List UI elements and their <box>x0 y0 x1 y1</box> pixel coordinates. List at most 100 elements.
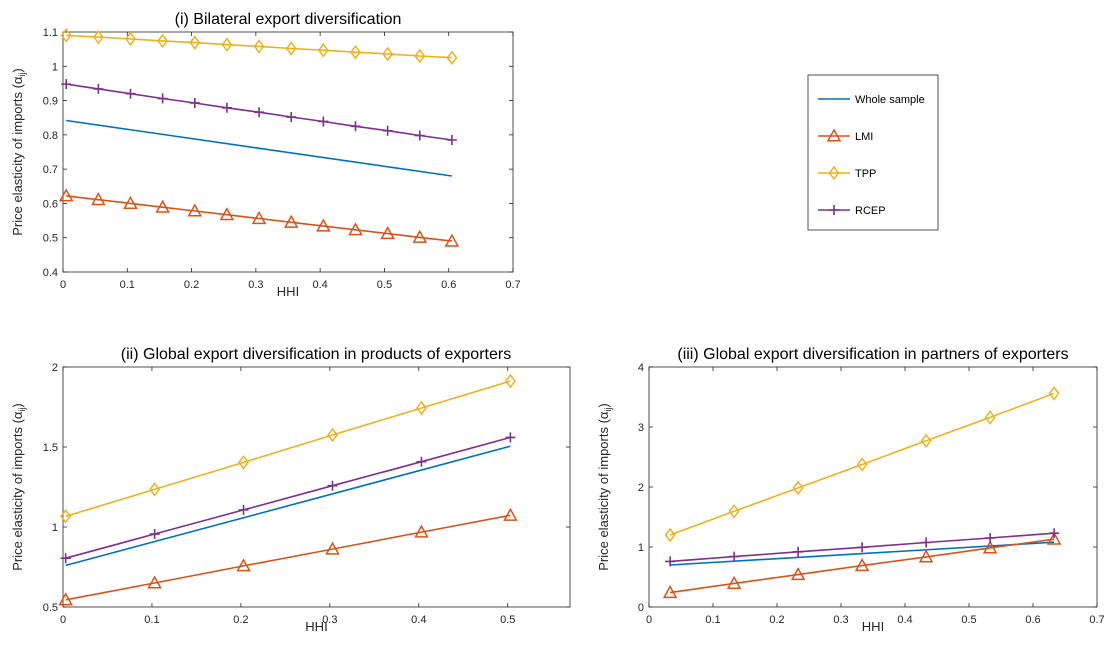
plot-area <box>62 366 571 608</box>
data-point-lmi <box>236 558 251 572</box>
legend-label-lmi: LMI <box>855 131 873 143</box>
data-point-tpp <box>350 44 361 60</box>
x-tick-label: 0 <box>60 279 66 291</box>
data-point-tpp <box>414 48 426 64</box>
data-point-rcep <box>221 102 232 113</box>
legend-marker-lmi <box>826 128 842 142</box>
data-point-rcep <box>125 88 136 99</box>
x-tick-label: 0.4 <box>897 614 912 626</box>
x-tick-label: 0.2 <box>233 614 248 626</box>
x-tick-label: 0.1 <box>144 614 159 626</box>
data-point-tpp <box>189 35 201 50</box>
y-tick-label: 1.1 <box>43 27 58 39</box>
series-line-tpp <box>669 392 1055 536</box>
x-tick-label: 0.1 <box>705 614 720 626</box>
data-point-rcep <box>318 116 329 127</box>
data-point-lmi <box>316 218 331 232</box>
data-point-rcep <box>350 121 361 132</box>
x-tick-label: 0.5 <box>500 614 515 626</box>
data-point-tpp <box>317 42 329 58</box>
y-tick-label: 3 <box>638 422 644 434</box>
data-point-tpp <box>920 433 932 449</box>
data-point-rcep <box>414 130 425 141</box>
y-tick-label: 0.7 <box>43 164 58 176</box>
data-point-tpp <box>125 31 136 47</box>
data-point-tpp <box>446 50 458 65</box>
data-point-rcep <box>416 456 427 467</box>
data-point-tpp <box>157 33 169 49</box>
x-tick-label: 0.4 <box>312 279 327 291</box>
data-point-lmi <box>187 203 203 217</box>
y-axis-label: Price elasticity of imports (αij) <box>10 403 27 571</box>
x-axis-label: HHI <box>862 619 884 634</box>
data-point-rcep <box>149 529 160 540</box>
data-point-lmi <box>325 541 340 555</box>
data-point-lmi <box>123 195 138 209</box>
y-tick-label: 0.8 <box>43 130 58 142</box>
data-point-rcep <box>93 83 104 94</box>
chart-panel-i: 0 0.1 0.2 0.3 0.4 0.5 0.6 0.7 0.4 0.5 0.6 0.7 0.8 0.9… <box>10 11 521 299</box>
legend-marker-rcep <box>829 205 839 215</box>
legend-box <box>807 74 939 231</box>
data-point-rcep <box>238 504 249 515</box>
y-axis-label: Price elasticity of imports (αij) <box>596 403 613 571</box>
data-point-tpp <box>664 527 676 543</box>
chart-title: (i) Bilateral export diversification <box>175 11 402 28</box>
y-tick-label: 1 <box>638 542 644 554</box>
data-point-tpp <box>382 46 394 62</box>
data-point-lmi <box>726 575 742 589</box>
data-point-lmi <box>662 585 678 599</box>
data-point-tpp <box>984 410 996 425</box>
series-line-lmi <box>66 195 452 242</box>
data-point-tpp <box>253 39 265 54</box>
chart-title: (iii) Global export diversification in p… <box>677 346 1068 363</box>
data-point-rcep <box>382 125 393 136</box>
chart-panel-iii: 0 0.1 0.2 0.3 0.4 0.5 0.6 0.7 0 1 2 3 4 (iii) Global … <box>596 346 1105 634</box>
x-tick-label: 0.2 <box>769 614 784 626</box>
series-line-tpp <box>65 380 511 518</box>
y-tick-label: 2 <box>638 482 644 494</box>
x-tick-label: 0.5 <box>961 614 976 626</box>
data-point-lmi <box>918 549 934 563</box>
x-tick-label: 0.6 <box>1025 614 1040 626</box>
data-point-lmi <box>444 233 460 247</box>
data-point-lmi <box>503 507 518 521</box>
y-tick-label: 0.4 <box>43 267 58 279</box>
data-point-rcep <box>1049 528 1060 539</box>
y-tick-label: 0.9 <box>43 96 58 108</box>
y-tick-label: 0.5 <box>43 233 58 245</box>
series-line-whole-sample <box>65 445 511 567</box>
x-tick-label: 0.2 <box>184 279 199 291</box>
y-tick-label: 0.5 <box>43 602 58 614</box>
data-point-rcep <box>921 537 932 548</box>
data-point-lmi <box>147 575 162 589</box>
data-point-tpp <box>238 455 250 470</box>
chart-panel-ii: 0 0.1 0.2 0.3 0.4 0.5 0.5 1 1.5 2 (ii) Global expo… <box>10 346 571 634</box>
y-tick-label: 1 <box>52 61 58 73</box>
y-tick-label: 0 <box>638 602 644 614</box>
y-tick-label: 1 <box>52 522 58 534</box>
data-point-lmi <box>854 558 870 572</box>
series-line-lmi <box>669 538 1055 594</box>
y-axis-label: Price elasticity of imports (αij) <box>10 68 27 236</box>
data-point-rcep <box>60 553 71 564</box>
data-point-tpp <box>504 373 516 389</box>
data-point-rcep <box>505 432 516 443</box>
data-point-lmi <box>790 567 806 581</box>
data-point-lmi <box>251 210 267 225</box>
series-line-rcep <box>65 436 511 559</box>
x-tick-label: 0.5 <box>377 279 392 291</box>
legend: Whole sample LMI TPP RCEP <box>807 74 939 231</box>
data-point-lmi <box>982 540 998 554</box>
data-point-lmi <box>219 207 235 221</box>
data-point-rcep <box>793 546 804 557</box>
x-tick-label: 0.3 <box>833 614 848 626</box>
data-point-rcep <box>189 97 200 108</box>
x-tick-label: 0.7 <box>1089 614 1104 626</box>
x-tick-label: 0.4 <box>411 614 426 626</box>
data-point-lmi <box>91 192 106 206</box>
x-tick-label: 0 <box>646 614 652 626</box>
x-tick-label: 0.3 <box>248 279 263 291</box>
data-point-lmi <box>58 592 73 606</box>
